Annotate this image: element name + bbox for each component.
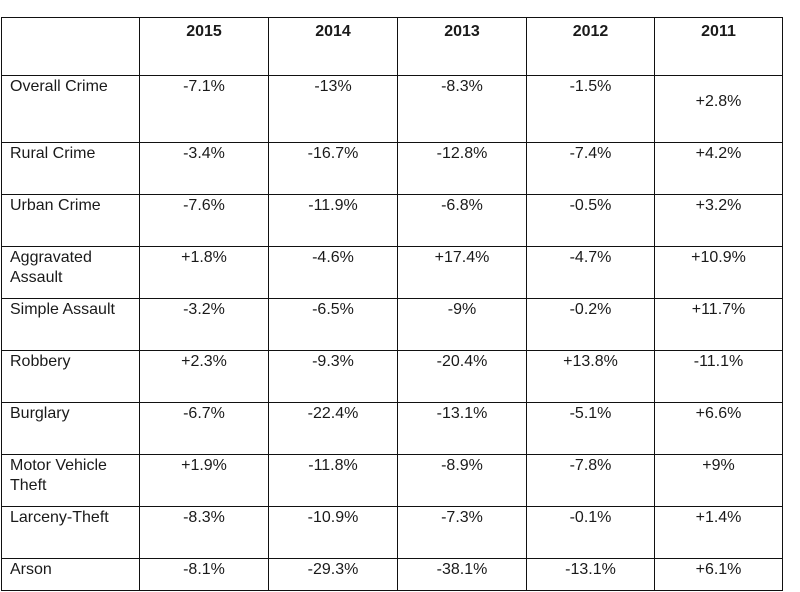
table-cell: -0.5%: [526, 194, 655, 247]
header-row: 2015 2014 2013 2012 2011: [1, 17, 783, 76]
table-cell: -20.4%: [397, 350, 527, 403]
table-cell: +13.8%: [526, 350, 655, 403]
table-row: Motor Vehicle Theft +1.9% -11.8% -8.9% -…: [1, 454, 783, 507]
table-cell: -13.1%: [397, 402, 527, 455]
row-label-urban-crime: Urban Crime: [1, 194, 140, 247]
table-row: Burglary -6.7% -22.4% -13.1% -5.1% +6.6%: [1, 402, 783, 455]
table-cell: -8.9%: [397, 454, 527, 507]
row-label-rural-crime: Rural Crime: [1, 142, 140, 195]
table-cell: +2.8%: [654, 75, 783, 143]
table-cell: -9%: [397, 298, 527, 351]
year-header-2014: 2014: [268, 17, 398, 76]
table-row: Aggravated Assault +1.8% -4.6% +17.4% -4…: [1, 246, 783, 299]
row-label-burglary: Burglary: [1, 402, 140, 455]
table-row: Arson -8.1% -29.3% -38.1% -13.1% +6.1%: [1, 558, 783, 591]
table-cell: -0.2%: [526, 298, 655, 351]
table-cell: +6.1%: [654, 558, 783, 591]
table-cell: +6.6%: [654, 402, 783, 455]
table-cell: -6.7%: [139, 402, 269, 455]
table-cell: -1.5%: [526, 75, 655, 143]
table-cell: -7.1%: [139, 75, 269, 143]
table-cell: -13.1%: [526, 558, 655, 591]
table-cell: -8.3%: [397, 75, 527, 143]
table-cell: +17.4%: [397, 246, 527, 299]
crime-statistics-table: 2015 2014 2013 2012 2011 Overall Crime -…: [1, 17, 783, 591]
table-row: Robbery +2.3% -9.3% -20.4% +13.8% -11.1%: [1, 350, 783, 403]
table-cell: +9%: [654, 454, 783, 507]
table-cell: +11.7%: [654, 298, 783, 351]
year-header-2011: 2011: [654, 17, 783, 76]
table-cell: -11.9%: [268, 194, 398, 247]
table-cell: -4.6%: [268, 246, 398, 299]
table-row: Larceny-Theft -8.3% -10.9% -7.3% -0.1% +…: [1, 506, 783, 559]
corner-header-cell: [1, 17, 140, 76]
table-cell: -3.4%: [139, 142, 269, 195]
table-cell: +1.4%: [654, 506, 783, 559]
row-label-robbery: Robbery: [1, 350, 140, 403]
row-label-aggravated-assault: Aggravated Assault: [1, 246, 140, 299]
table-cell: -9.3%: [268, 350, 398, 403]
table-cell: -12.8%: [397, 142, 527, 195]
row-label-overall-crime: Overall Crime: [1, 75, 140, 143]
table-cell: -16.7%: [268, 142, 398, 195]
table-cell: +2.3%: [139, 350, 269, 403]
table-cell: -38.1%: [397, 558, 527, 591]
table-row: Simple Assault -3.2% -6.5% -9% -0.2% +11…: [1, 298, 783, 351]
table-row: Rural Crime -3.4% -16.7% -12.8% -7.4% +4…: [1, 142, 783, 195]
table-cell: -13%: [268, 75, 398, 143]
table-cell: -7.3%: [397, 506, 527, 559]
table-cell: -10.9%: [268, 506, 398, 559]
table-cell: -8.1%: [139, 558, 269, 591]
table-cell: +4.2%: [654, 142, 783, 195]
table-cell: -5.1%: [526, 402, 655, 455]
table-row: Overall Crime -7.1% -13% -8.3% -1.5% +2.…: [1, 75, 783, 143]
table-row: Urban Crime -7.6% -11.9% -6.8% -0.5% +3.…: [1, 194, 783, 247]
table-cell: -3.2%: [139, 298, 269, 351]
table-cell: +10.9%: [654, 246, 783, 299]
table-cell: -11.1%: [654, 350, 783, 403]
table-cell: -0.1%: [526, 506, 655, 559]
table-cell: -7.6%: [139, 194, 269, 247]
year-header-2013: 2013: [397, 17, 527, 76]
table-cell: -22.4%: [268, 402, 398, 455]
table-cell: -7.8%: [526, 454, 655, 507]
table-cell: -6.5%: [268, 298, 398, 351]
table-cell: +1.8%: [139, 246, 269, 299]
row-label-larceny-theft: Larceny-Theft: [1, 506, 140, 559]
year-header-2012: 2012: [526, 17, 655, 76]
table-cell: -4.7%: [526, 246, 655, 299]
table-cell: +3.2%: [654, 194, 783, 247]
year-header-2015: 2015: [139, 17, 269, 76]
table-cell: -7.4%: [526, 142, 655, 195]
row-label-simple-assault: Simple Assault: [1, 298, 140, 351]
table-cell: -6.8%: [397, 194, 527, 247]
table-cell: -29.3%: [268, 558, 398, 591]
table-cell: +1.9%: [139, 454, 269, 507]
table-cell: -11.8%: [268, 454, 398, 507]
row-label-motor-vehicle-theft: Motor Vehicle Theft: [1, 454, 140, 507]
table-cell: -8.3%: [139, 506, 269, 559]
row-label-arson: Arson: [1, 558, 140, 591]
